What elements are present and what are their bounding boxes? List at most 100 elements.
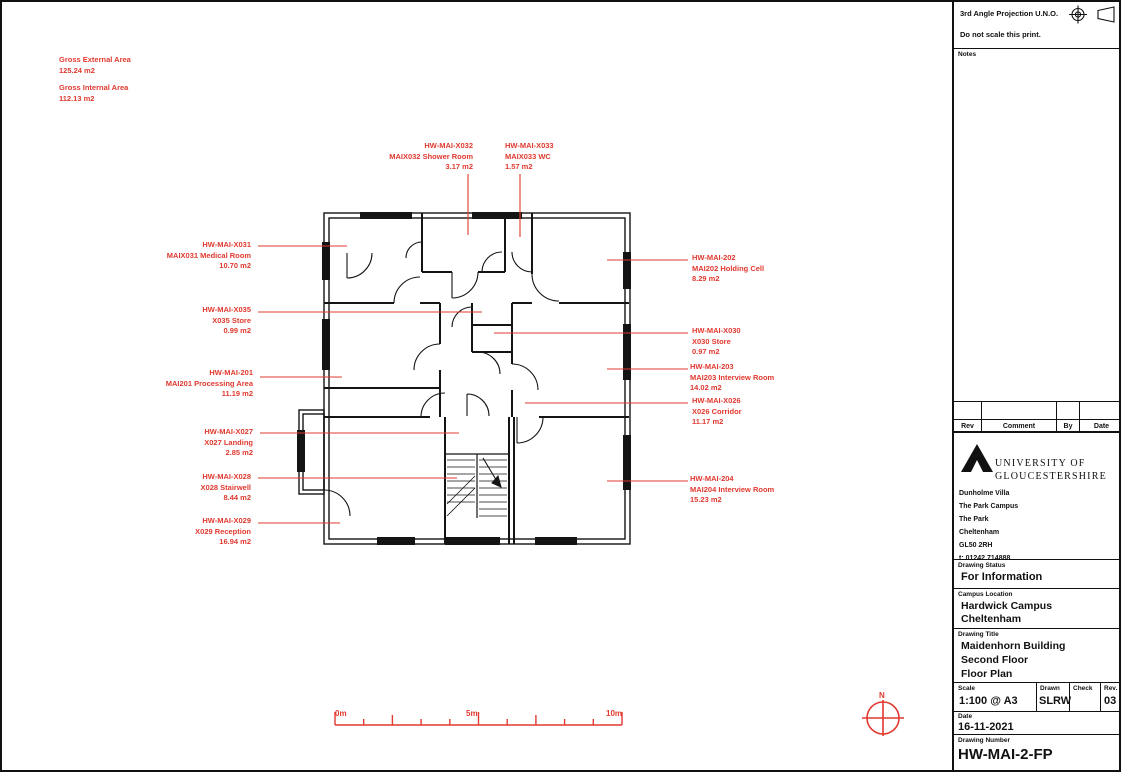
scale-row: Scale 1:100 @ A3 Drawn SLRW Check Rev. 0… [954, 683, 1119, 712]
room-label-x026: HW-MAI-X026 X026 Corridor 11.17 m2 [692, 396, 742, 428]
address-line: The Park Campus [959, 503, 1019, 510]
drawing-number-box: Drawing Number HW-MAI-2-FP [954, 735, 1119, 770]
room-area: 15.23 m2 [690, 495, 722, 504]
drawing-title-label: Drawing Title [958, 631, 999, 638]
room-area: 0.99 m2 [223, 326, 251, 335]
room-label-x035: HW-MAI-X035 X035 Store 0.99 m2 [202, 305, 251, 337]
room-label-mai201: HW-MAI-201 MAI201 Processing Area 11.19 … [166, 368, 253, 400]
room-ref: HW-MAI-X035 [202, 305, 251, 314]
comment-col-header: Comment [981, 420, 1056, 431]
rev-col-header: Rev [961, 423, 974, 430]
room-name: X028 Stairwell [200, 482, 251, 492]
notes-box: Notes [954, 49, 1119, 402]
leader-lines [258, 174, 688, 524]
windows [297, 212, 631, 545]
room-ref: HW-MAI-X031 [202, 240, 251, 249]
date-value: 16-11-2021 [958, 721, 1014, 733]
drawing-number-label: Drawing Number [958, 737, 1011, 744]
room-area: 8.44 m2 [223, 493, 251, 502]
north-arrow-icon [862, 700, 904, 736]
drawing-status-label: Drawing Status [958, 562, 1006, 569]
room-ref: HW-MAI-X032 [424, 141, 473, 150]
room-area: 0.97 m2 [692, 347, 720, 356]
room-name: X029 Reception [195, 526, 251, 536]
date-label: Date [958, 713, 973, 720]
room-area: 16.94 m2 [219, 537, 251, 546]
address-line: t: 01242 714888 [959, 555, 1011, 562]
university-name-line1: UNIVERSITY OF [995, 458, 1086, 469]
room-name: MAI204 Interview Room [690, 484, 775, 494]
room-name: MAI202 Holding Cell [692, 263, 765, 273]
room-name: MAIX033 WC [505, 151, 551, 161]
campus-address: Dunholme Villa The Park Campus The Park … [959, 487, 1018, 565]
rev-table-header: Rev Comment By Date [954, 419, 1119, 433]
notes-label: Notes [958, 51, 977, 58]
check-label: Check [1073, 685, 1093, 692]
scale-label-10m: 10m [606, 709, 623, 718]
rev-table-empty-row [954, 402, 1119, 419]
room-name: MAI203 Interview Room [690, 372, 775, 382]
third-angle-projection-icon [1069, 5, 1115, 24]
room-area: 3.17 m2 [445, 162, 473, 171]
room-label-x029: HW-MAI-X029 X029 Reception 16.94 m2 [195, 516, 251, 548]
scale-label: Scale [958, 685, 975, 692]
room-label-x031: HW-MAI-X031 MAIX031 Medical Room 10.70 m… [167, 240, 251, 272]
address-line: Dunholme Villa [959, 490, 1010, 497]
rev-label: Rev. [1104, 685, 1118, 692]
gross-internal-label: Gross Internal Area [59, 83, 129, 92]
room-label-x027: HW-MAI-X027 X027 Landing 2.85 m2 [204, 427, 253, 459]
drawn-label: Drawn [1040, 685, 1060, 692]
address-line: Cheltenham [959, 529, 1000, 536]
room-name: MAI201 Processing Area [165, 378, 253, 388]
drawing-status-value: For Information [961, 571, 1043, 583]
gross-external-value: 125.24 m2 [59, 66, 95, 75]
room-ref: HW-MAI-X033 [505, 141, 554, 150]
room-area: 2.85 m2 [225, 448, 253, 457]
room-name: X030 Store [692, 336, 731, 346]
projection-note: 3rd Angle Projection U.N.O. [960, 9, 1059, 18]
room-label-mai204: HW-MAI-204 MAI204 Interview Room 15.23 m… [690, 474, 774, 506]
stairs [445, 453, 509, 518]
room-name: X026 Corridor [692, 406, 742, 416]
drawn-value: SLRW [1039, 695, 1072, 707]
room-ref: HW-MAI-203 [690, 362, 734, 371]
campus-location-line1: Hardwick Campus [961, 600, 1053, 612]
outer-walls [298, 212, 631, 545]
room-area: 8.29 m2 [692, 274, 720, 283]
room-label-mai203: HW-MAI-203 MAI203 Interview Room 14.02 m… [690, 362, 774, 394]
room-ref: HW-MAI-202 [692, 253, 736, 262]
drawing-title-box: Drawing Title Maidenhorn Building Second… [954, 629, 1119, 683]
date-box: Date 16-11-2021 [954, 712, 1119, 735]
room-ref: HW-MAI-204 [690, 474, 734, 483]
scale-label-5m: 5m [466, 709, 478, 718]
campus-location-line2: Cheltenham [961, 613, 1022, 625]
campus-location-label: Campus Location [958, 591, 1013, 598]
room-ref: HW-MAI-X028 [202, 472, 251, 481]
scale-label-0m: 0m [335, 709, 347, 718]
room-area: 10.70 m2 [219, 261, 251, 270]
drawing-status-box: Drawing Status For Information [954, 560, 1119, 589]
drawing-title-line1: Maidenhorn Building [961, 640, 1066, 652]
gross-internal-value: 112.13 m2 [59, 94, 95, 103]
doors [323, 241, 560, 517]
scale-value: 1:100 @ A3 [959, 695, 1018, 707]
logo-box: UNIVERSITY OF GLOUCESTERSHIRE Dunholme V… [954, 435, 1119, 562]
address-line: GL50 2RH [959, 542, 993, 549]
room-label-x032: HW-MAI-X032 MAIX032 Shower Room 3.17 m2 [389, 141, 473, 173]
room-label-mai202: HW-MAI-202 MAI202 Holding Cell 8.29 m2 [692, 253, 764, 285]
address-line: The Park [959, 516, 989, 523]
north-label: N [879, 691, 885, 700]
date-col-header: Date [1079, 420, 1119, 431]
gross-external-area-note: Gross External Area 125.24 m2 [59, 54, 131, 76]
scale-bar [334, 712, 623, 726]
projection-box: 3rd Angle Projection U.N.O. Do not scale… [954, 2, 1119, 49]
room-ref: HW-MAI-201 [209, 368, 253, 377]
room-name: MAIX031 Medical Room [166, 250, 251, 260]
room-area: 1.57 m2 [505, 162, 533, 171]
room-label-x033: HW-MAI-X033 MAIX033 WC 1.57 m2 [505, 141, 554, 173]
room-name: X035 Store [212, 315, 251, 325]
room-ref: HW-MAI-X027 [204, 427, 253, 436]
title-block: 3rd Angle Projection U.N.O. Do not scale… [952, 2, 1119, 770]
